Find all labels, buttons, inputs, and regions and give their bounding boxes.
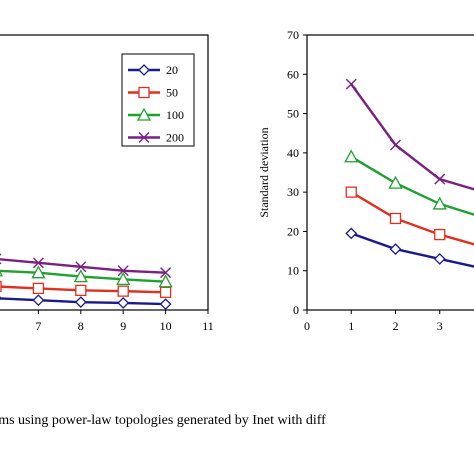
legend-entry: 100 xyxy=(128,107,184,122)
data-point xyxy=(434,228,446,241)
data-point xyxy=(0,296,2,301)
data-point xyxy=(32,257,44,269)
y-tick-label: 0 xyxy=(293,303,299,317)
x-tick-label: 10 xyxy=(160,319,172,333)
data-point xyxy=(345,227,358,240)
y-tick-label: 30 xyxy=(287,185,299,199)
series-200 xyxy=(0,253,172,279)
y-tick-label: 40 xyxy=(287,146,299,160)
data-point xyxy=(75,261,87,273)
x-tick-label: 7 xyxy=(35,319,41,333)
series-20 xyxy=(345,227,474,268)
plot-frame xyxy=(306,34,474,311)
series-200 xyxy=(345,78,474,191)
data-point xyxy=(117,297,130,309)
legend-marker xyxy=(136,107,152,121)
data-point xyxy=(32,294,45,307)
left-chart: 7 8 9 10 11 20 50 100 200 xyxy=(0,34,214,333)
legend-label: 100 xyxy=(166,108,184,122)
data-point xyxy=(117,265,129,277)
y-axis-label: Standard deviation xyxy=(257,127,271,217)
x-tick-label: 3 xyxy=(437,319,443,333)
x-tick-label: 8 xyxy=(78,319,84,333)
series-line xyxy=(350,191,474,246)
series-50 xyxy=(0,280,172,298)
data-point xyxy=(388,175,403,189)
y-tick-label: 20 xyxy=(287,224,299,238)
plot-frame xyxy=(0,34,209,311)
legend-marker xyxy=(138,132,150,143)
series-line xyxy=(350,155,474,216)
data-point xyxy=(159,286,172,298)
data-point xyxy=(389,243,402,256)
legend: 20 50 100 200 xyxy=(121,53,195,147)
series-100 xyxy=(0,265,173,288)
series-line xyxy=(350,232,474,268)
data-point xyxy=(74,296,87,309)
data-point xyxy=(0,270,4,277)
legend-marker xyxy=(138,86,150,99)
data-point xyxy=(116,271,131,286)
data-point xyxy=(75,284,87,297)
series-line xyxy=(350,83,474,191)
data-point xyxy=(160,267,172,279)
x-tick-label: 11 xyxy=(202,319,214,333)
data-point xyxy=(345,78,357,90)
y-tick-label: 10 xyxy=(287,264,299,278)
legend-entry: 50 xyxy=(128,86,178,100)
legend-label: 200 xyxy=(166,131,184,145)
x-tick-label: 2 xyxy=(393,319,399,333)
y-tick-label: 50 xyxy=(287,107,299,121)
data-point xyxy=(31,265,46,279)
series-line xyxy=(0,258,166,274)
data-point xyxy=(344,149,359,163)
legend-marker xyxy=(138,64,150,76)
data-point xyxy=(32,282,45,295)
figure-caption: ems using power-law topologies generated… xyxy=(0,413,326,428)
data-point xyxy=(433,253,446,265)
data-point xyxy=(432,196,447,210)
series-100 xyxy=(344,149,474,216)
legend-label: 20 xyxy=(166,63,178,77)
x-tick-label: 9 xyxy=(120,319,126,333)
x-tick-label: 0 xyxy=(304,319,310,333)
legend-entry: 20 xyxy=(128,63,178,77)
y-tick-label: 60 xyxy=(287,67,299,81)
series-50 xyxy=(345,186,474,246)
legend-entry: 200 xyxy=(128,131,184,145)
y-tick-label: 70 xyxy=(287,28,299,42)
data-point xyxy=(434,173,446,185)
data-point xyxy=(159,298,172,311)
data-point xyxy=(117,285,129,297)
data-point xyxy=(345,186,357,198)
data-point xyxy=(73,269,88,283)
x-tick-label: 1 xyxy=(348,319,354,333)
data-point xyxy=(158,274,173,288)
series-20 xyxy=(0,294,172,311)
data-point xyxy=(0,280,2,293)
legend-label: 50 xyxy=(166,86,178,100)
data-point xyxy=(390,139,401,151)
data-point xyxy=(389,212,402,225)
